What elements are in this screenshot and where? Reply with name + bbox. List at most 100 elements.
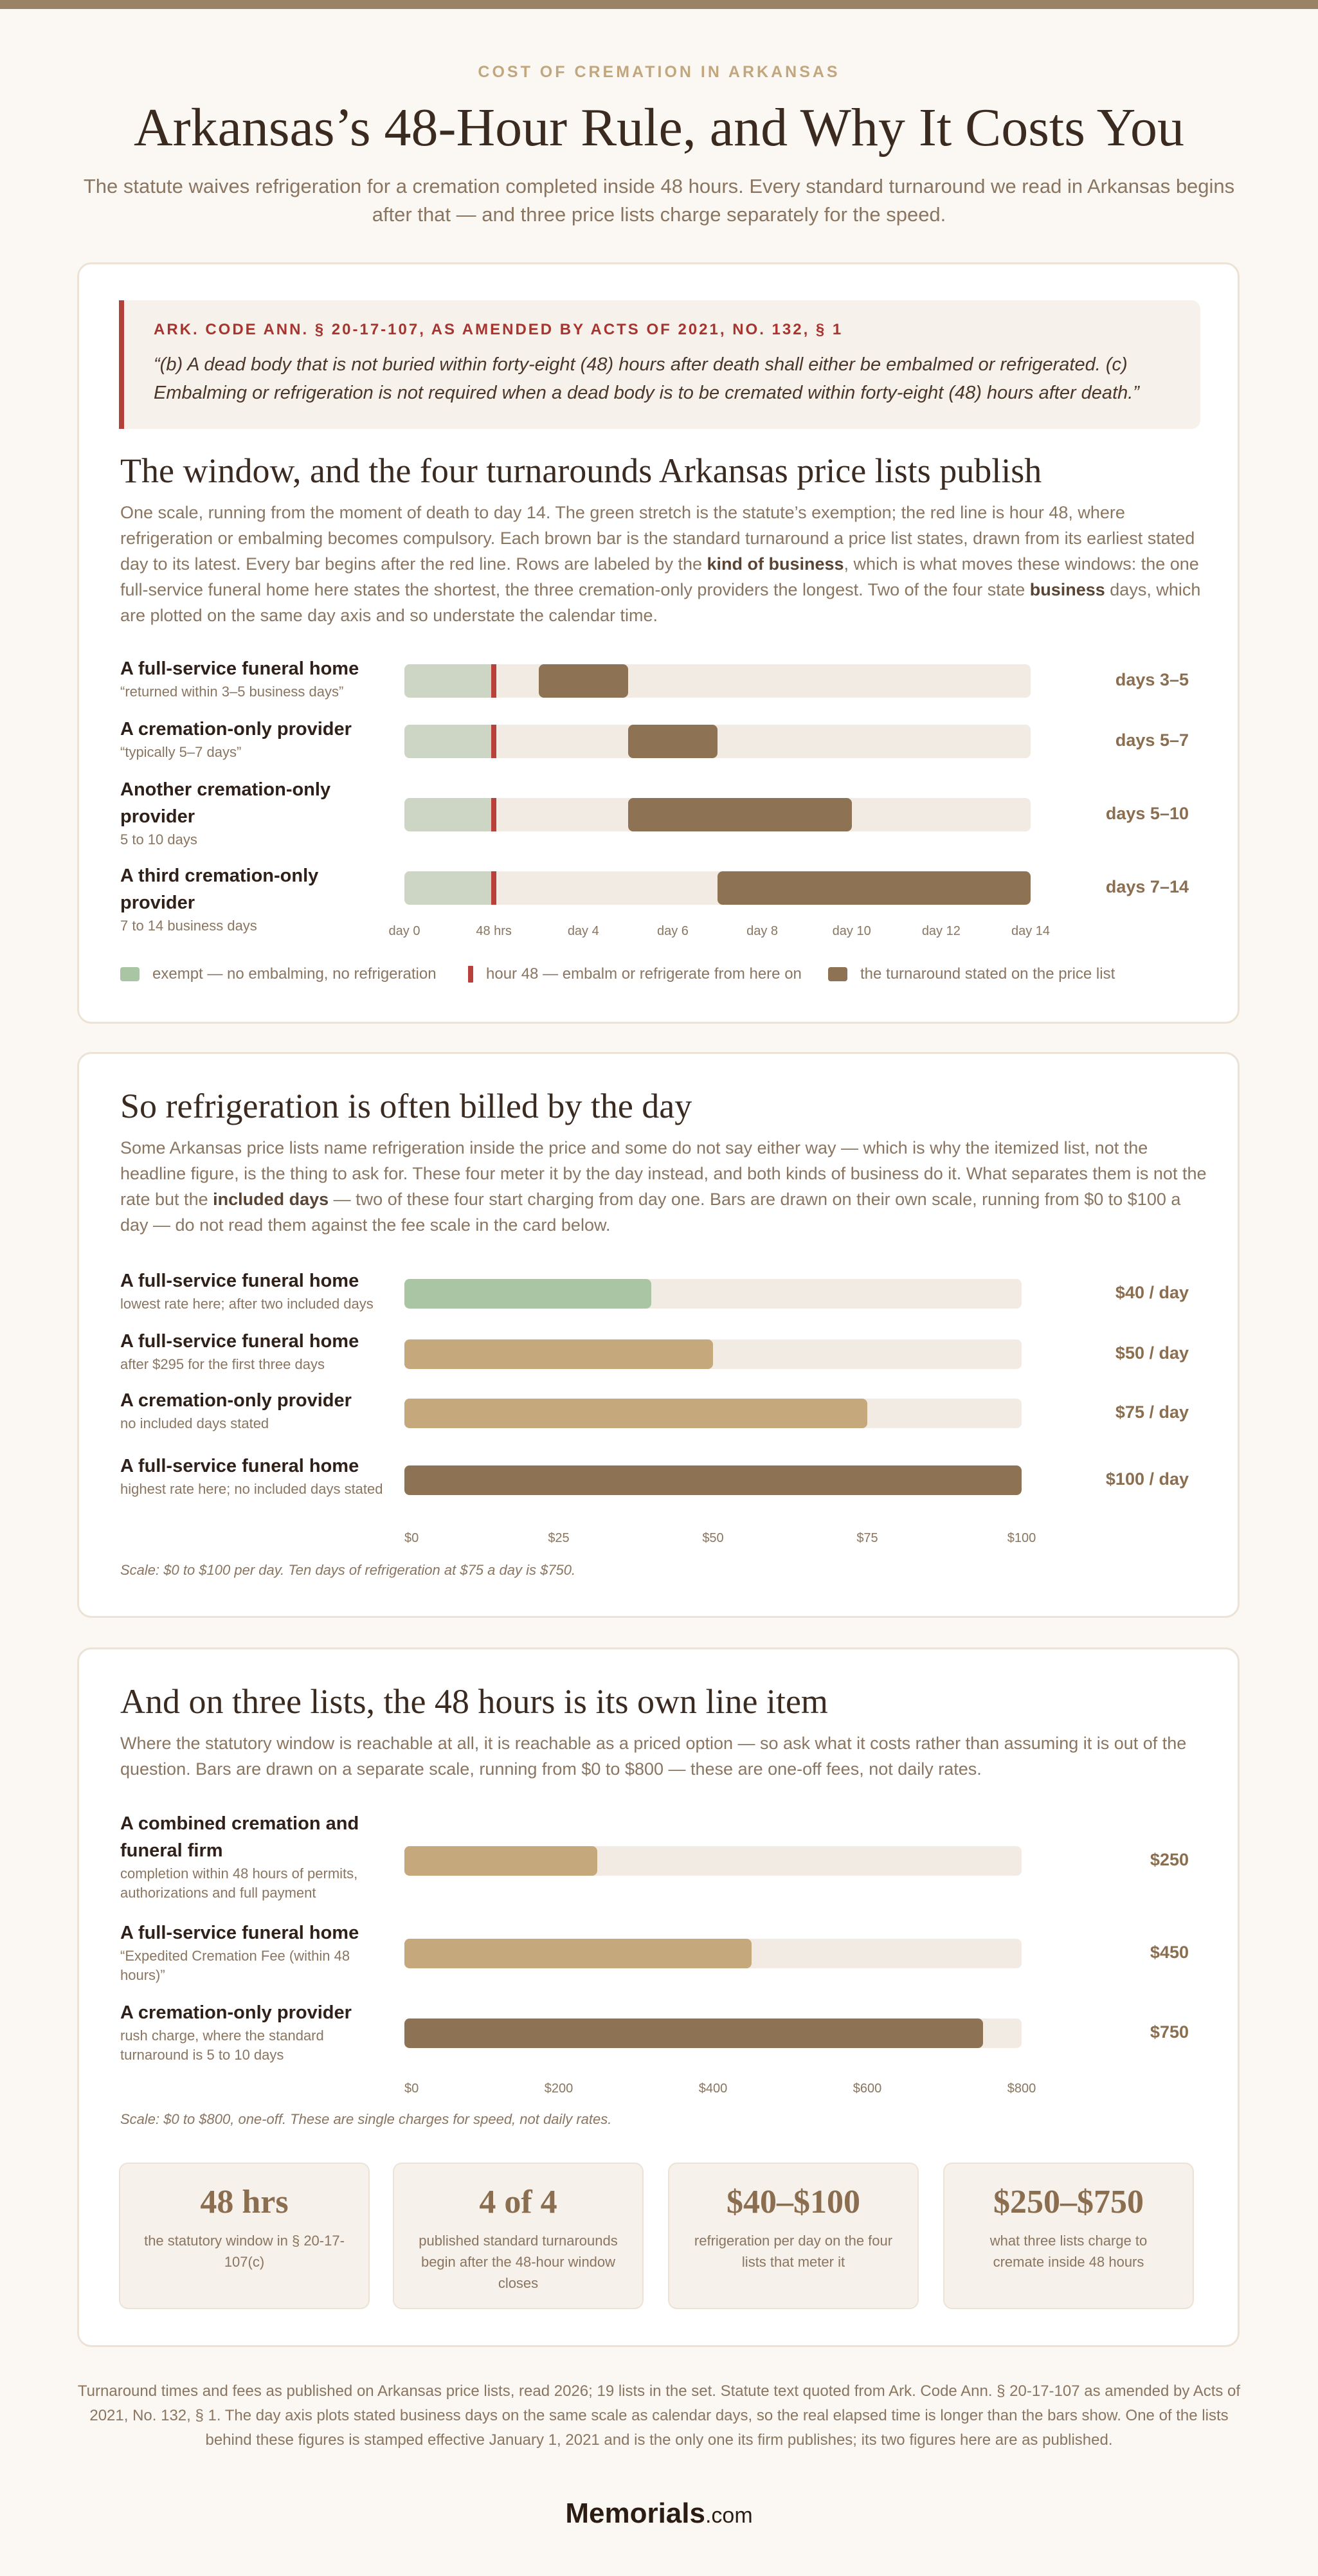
x-tick-label: $50 [702, 1531, 724, 1545]
row-subtitle: after $295 for the first three days [120, 1356, 325, 1372]
row-name: A cremation-only provider [120, 719, 352, 739]
stat-value: $40–$100 [727, 2184, 860, 2220]
row-value-label: $75 / day [1115, 1402, 1189, 1422]
expedite-scale-note: Scale: $0 to $800, one-off. These are si… [120, 2111, 612, 2127]
hour-48-marker [491, 664, 497, 698]
eyebrow: COST OF CREMATION IN ARKANSAS [478, 63, 840, 81]
exempt-segment [404, 871, 494, 905]
x-tick-label: $200 [544, 2082, 573, 2096]
row-subtitle: no included days stated [120, 1415, 269, 1431]
footer-notes: Turnaround times and fees as published o… [77, 2382, 1241, 2449]
legend-turnaround: the turnaround stated on the price list [828, 965, 1115, 983]
section-heading-expedite: And on three lists, the 48 hours is its … [120, 1682, 828, 1721]
bar-row-label: A full-service funeral home highest rate … [120, 1453, 390, 1499]
hour-48-marker [491, 871, 497, 905]
row-value-label: days 7–14 [1105, 877, 1189, 896]
stat-label: the statutory window in § 20-17-107(c) [144, 2233, 345, 2270]
section-body-refrigeration: Some Arkansas price lists name refrigera… [120, 1138, 1207, 1235]
bar-row-label: A full-service funeral home “returned wit… [120, 655, 390, 702]
legend-label-exempt: exempt — no embalming, no refrigeration [152, 965, 437, 983]
x-tick-label: $400 [698, 2082, 728, 2096]
row-name: A full-service funeral home [120, 658, 359, 679]
hour-48-marker [491, 798, 497, 831]
statute-quote: ARK. CODE ANN. § 20-17-107, AS AMENDED B… [119, 300, 1200, 429]
brand-logo[interactable]: Memorials.com [0, 2498, 1318, 2530]
legend-label-turnaround: the turnaround stated on the price list [860, 965, 1115, 983]
row-subtitle: 5 to 10 days [120, 831, 197, 848]
row-value-label: $250 [1150, 1850, 1189, 1869]
refrigeration-scale-note: Scale: $0 to $100 per day. Ten days of r… [120, 1562, 576, 1578]
turnaround-bar [538, 664, 628, 698]
section-heading-refrigeration: So refrigeration is often billed by the … [120, 1087, 692, 1125]
x-tick-label: day 14 [1011, 924, 1051, 938]
exempt-segment [404, 798, 494, 831]
legend-swatch-turnaround [828, 967, 847, 981]
x-tick-label: day 12 [921, 924, 961, 938]
stat-label: what three lists charge to cremate insid… [989, 2233, 1148, 2270]
x-tick-label: $25 [548, 1531, 570, 1545]
row-subtitle: lowest rate here; after two included day… [120, 1296, 374, 1312]
x-tick-label: day 10 [832, 924, 871, 938]
bar-track [404, 664, 1031, 698]
legend-hour48: hour 48 — embalm or refrigerate from her… [468, 965, 802, 983]
legend-swatch-exempt [120, 967, 140, 981]
x-tick-label: $0 [404, 1531, 419, 1545]
value-bar [404, 1939, 752, 1968]
row-name: A cremation-only provider [120, 2002, 352, 2023]
row-name: A full-service funeral home [120, 1331, 359, 1352]
legend-label-hour48: hour 48 — embalm or refrigerate from her… [486, 965, 802, 983]
page-subtitle: The statute waives refrigeration for a c… [83, 175, 1235, 226]
hour-48-marker [491, 725, 497, 758]
row-value-label: days 3–5 [1115, 670, 1189, 689]
bar-track [404, 725, 1031, 758]
row-name: A combined cremation and funeral firm [120, 1813, 359, 1861]
statute-citation: ARK. CODE ANN. § 20-17-107, AS AMENDED B… [154, 321, 844, 338]
bar-row-label: A full-service funeral home “Expedited Cr… [120, 1919, 390, 1985]
row-subtitle: “typically 5–7 days” [120, 744, 242, 760]
row-value-label: $750 [1150, 2022, 1189, 2042]
row-name: A cremation-only provider [120, 1390, 352, 1411]
row-subtitle: “Expedited Cremation Fee (within 48 hour… [120, 1948, 350, 1983]
stat-value: 48 hrs [200, 2184, 289, 2220]
row-value-label: $450 [1150, 1943, 1189, 1962]
row-name: A full-service funeral home [120, 1456, 359, 1476]
bar-row-label: Another cremation-only provider 5 to 10 d… [120, 776, 390, 849]
value-bar [404, 2018, 983, 2048]
stat-card-window: 48 hrs the statutory window in § 20-17-1… [119, 2163, 370, 2309]
section-heading-window: The window, and the four turnarounds Ark… [120, 451, 1042, 490]
x-tick-label: $600 [853, 2082, 882, 2096]
bar-row-label: A cremation-only provider “typically 5–7 … [120, 716, 390, 762]
bar-row-label: A cremation-only provider rush charge, wh… [120, 1999, 390, 2065]
turnaround-bar [627, 725, 718, 758]
row-name: A third cremation-only provider [120, 866, 319, 913]
bar-row-label: A full-service funeral home lowest rate h… [120, 1267, 390, 1314]
refrigeration-card: So refrigeration is often billed by the … [77, 1052, 1240, 1618]
value-bar [404, 1279, 651, 1309]
value-bar [404, 1399, 867, 1428]
top-accent-bar [0, 0, 1318, 9]
row-value-label: $50 / day [1115, 1343, 1189, 1363]
section-body-expedite: Where the statutory window is reachable … [120, 1734, 1187, 1779]
legend-exempt: exempt — no embalming, no refrigeration [120, 965, 437, 983]
x-tick-label: day 8 [746, 924, 779, 938]
x-tick-label: $0 [404, 2082, 419, 2096]
row-value-label: days 5–10 [1105, 804, 1189, 823]
row-value-label: days 5–7 [1115, 730, 1189, 750]
brand-name: Memorials [565, 2498, 705, 2529]
x-tick-label: day 0 [388, 924, 420, 938]
stat-card-expedite: $250–$750 what three lists charge to cre… [943, 2163, 1194, 2309]
row-subtitle: completion within 48 hours of permits, a… [120, 1865, 358, 1901]
stat-card-refrigeration: $40–$100 refrigeration per day on the fo… [668, 2163, 919, 2309]
bar-row-label: A cremation-only provider no included day… [120, 1387, 390, 1433]
row-subtitle: 7 to 14 business days [120, 918, 257, 934]
row-value-label: $40 / day [1115, 1283, 1189, 1302]
x-tick-label: day 4 [567, 924, 599, 938]
brand-suffix: .com [705, 2503, 753, 2528]
x-tick-label: $100 [1007, 1531, 1036, 1545]
exempt-segment [404, 725, 494, 758]
x-tick-label: $800 [1007, 2082, 1036, 2096]
row-subtitle: highest rate here; no included days stat… [120, 1481, 383, 1497]
bar-row-label: A full-service funeral home after $295 fo… [120, 1328, 390, 1374]
stat-value: $250–$750 [993, 2184, 1144, 2220]
row-subtitle: “returned within 3–5 business days” [120, 684, 344, 700]
